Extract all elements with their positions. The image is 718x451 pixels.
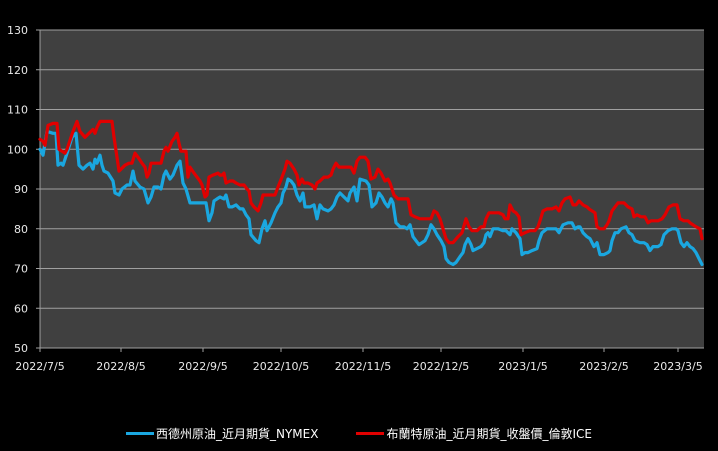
y-tick-label: 110 xyxy=(7,104,28,117)
legend-swatch-wti xyxy=(126,431,154,435)
x-tick-label: 2022/11/5 xyxy=(335,360,391,373)
y-tick-label: 70 xyxy=(14,263,28,276)
y-tick-label: 100 xyxy=(7,143,28,156)
x-tick-label: 2023/1/5 xyxy=(498,360,547,373)
x-tick-label: 2022/8/5 xyxy=(96,360,145,373)
legend-item-wti: 西德州原油_近月期貨_NYMEX xyxy=(126,424,318,442)
legend-label-wti: 西德州原油_近月期貨_NYMEX xyxy=(156,426,319,441)
y-axis: 50 60 70 80 90 100 110 120 130 xyxy=(7,24,41,355)
y-tick-label: 130 xyxy=(7,24,28,37)
x-tick-label: 2022/10/5 xyxy=(253,360,309,373)
y-tick-label: 90 xyxy=(14,183,28,196)
y-tick-label: 80 xyxy=(14,223,28,236)
x-tick-label: 2023/3/5 xyxy=(653,360,702,373)
series-line-brent xyxy=(38,119,704,245)
x-tick-label: 2022/12/5 xyxy=(413,360,469,373)
x-tick-label: 2022/9/5 xyxy=(178,360,227,373)
legend-label-brent: 布蘭特原油_近月期貨_收盤價_倫敦ICE xyxy=(386,426,592,441)
legend: 西德州原油_近月期貨_NYMEX 布蘭特原油_近月期貨_收盤價_倫敦ICE xyxy=(0,424,718,442)
series-lines xyxy=(38,119,704,267)
x-tick-label: 2022/7/5 xyxy=(15,360,64,373)
legend-item-brent: 布蘭特原油_近月期貨_收盤價_倫敦ICE xyxy=(356,424,592,442)
y-tick-label: 60 xyxy=(14,302,28,315)
legend-swatch-brent xyxy=(356,431,385,435)
series-line-wti xyxy=(38,129,704,267)
gridlines xyxy=(40,29,704,309)
y-tick-label: 120 xyxy=(7,64,28,77)
y-tick-label: 50 xyxy=(14,342,28,355)
x-tick-label: 2023/2/5 xyxy=(579,360,628,373)
x-axis: 2022/7/5 2022/8/5 2022/9/5 2022/10/5 2022/11… xyxy=(15,347,704,373)
